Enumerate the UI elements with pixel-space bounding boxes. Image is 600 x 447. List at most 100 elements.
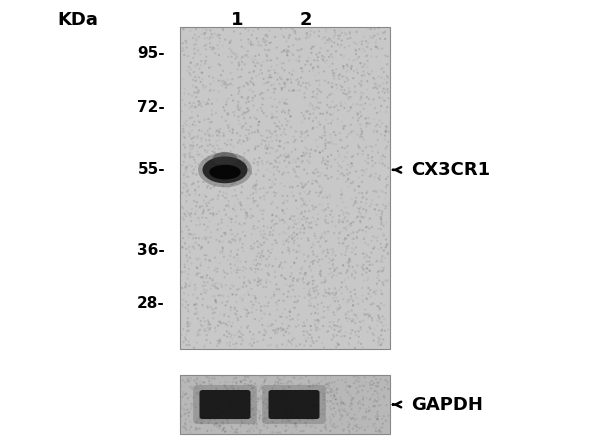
Point: [268, 103, 277, 110]
Point: [287, 50, 296, 57]
Point: [342, 62, 352, 69]
Point: [342, 74, 352, 81]
Point: [272, 114, 281, 121]
Point: [224, 297, 233, 304]
Point: [244, 107, 254, 114]
Point: [264, 67, 274, 74]
Point: [353, 111, 363, 118]
Point: [375, 172, 385, 179]
Point: [342, 245, 352, 252]
Point: [190, 45, 200, 52]
Point: [318, 154, 328, 161]
Point: [241, 211, 250, 219]
Point: [344, 410, 353, 417]
Point: [193, 294, 202, 301]
Point: [203, 264, 213, 271]
Point: [266, 418, 276, 426]
Point: [288, 316, 298, 323]
Point: [263, 404, 272, 411]
Point: [378, 424, 388, 431]
Point: [326, 388, 336, 396]
Point: [265, 150, 275, 157]
Point: [248, 159, 258, 166]
Point: [327, 38, 337, 45]
Point: [347, 153, 356, 160]
Point: [212, 210, 221, 217]
Point: [200, 130, 210, 137]
Text: 1: 1: [231, 11, 243, 29]
Point: [281, 48, 291, 55]
Point: [257, 140, 266, 148]
Point: [325, 291, 335, 299]
Point: [378, 420, 388, 427]
Point: [179, 339, 188, 346]
Point: [372, 44, 382, 51]
Point: [220, 332, 229, 339]
Point: [298, 276, 307, 283]
Point: [331, 156, 340, 163]
Point: [263, 342, 273, 350]
Point: [230, 161, 240, 168]
Point: [352, 261, 362, 269]
Point: [372, 280, 382, 287]
Point: [250, 146, 260, 153]
Point: [301, 419, 310, 426]
Point: [293, 47, 302, 54]
Point: [298, 275, 308, 282]
Point: [278, 228, 288, 236]
Point: [333, 148, 343, 155]
Point: [184, 129, 194, 136]
Point: [274, 402, 283, 409]
Point: [341, 386, 350, 393]
Point: [367, 53, 376, 60]
Point: [191, 271, 201, 278]
Point: [363, 423, 373, 430]
Point: [364, 96, 374, 103]
Point: [229, 254, 239, 261]
Point: [208, 74, 218, 81]
FancyBboxPatch shape: [180, 375, 390, 434]
Point: [358, 129, 367, 136]
Point: [347, 318, 356, 325]
Point: [313, 63, 322, 70]
Point: [362, 258, 371, 265]
Point: [275, 414, 285, 421]
Point: [223, 257, 233, 264]
Point: [272, 286, 281, 293]
Point: [308, 89, 317, 96]
Point: [351, 251, 361, 258]
Point: [223, 179, 233, 186]
Point: [325, 255, 334, 262]
Point: [366, 173, 376, 180]
Point: [320, 145, 330, 152]
Point: [376, 225, 386, 232]
Point: [357, 263, 367, 270]
Point: [335, 82, 345, 89]
Point: [381, 190, 391, 197]
Point: [230, 175, 240, 182]
Point: [359, 254, 369, 261]
Point: [332, 66, 341, 73]
Point: [330, 424, 340, 431]
Point: [216, 320, 226, 327]
Point: [205, 407, 214, 414]
Point: [278, 207, 287, 215]
Point: [321, 218, 331, 225]
Point: [323, 175, 333, 182]
Point: [323, 120, 333, 127]
Point: [379, 247, 389, 254]
Point: [251, 295, 260, 302]
Point: [314, 393, 324, 401]
Point: [239, 388, 248, 395]
Point: [358, 382, 367, 389]
Point: [183, 67, 193, 74]
Point: [201, 256, 211, 263]
Point: [311, 147, 321, 154]
Point: [282, 237, 292, 244]
Point: [233, 84, 243, 92]
Point: [310, 148, 320, 155]
Point: [258, 384, 268, 391]
Point: [176, 382, 186, 389]
Point: [319, 247, 329, 254]
Point: [241, 265, 251, 272]
